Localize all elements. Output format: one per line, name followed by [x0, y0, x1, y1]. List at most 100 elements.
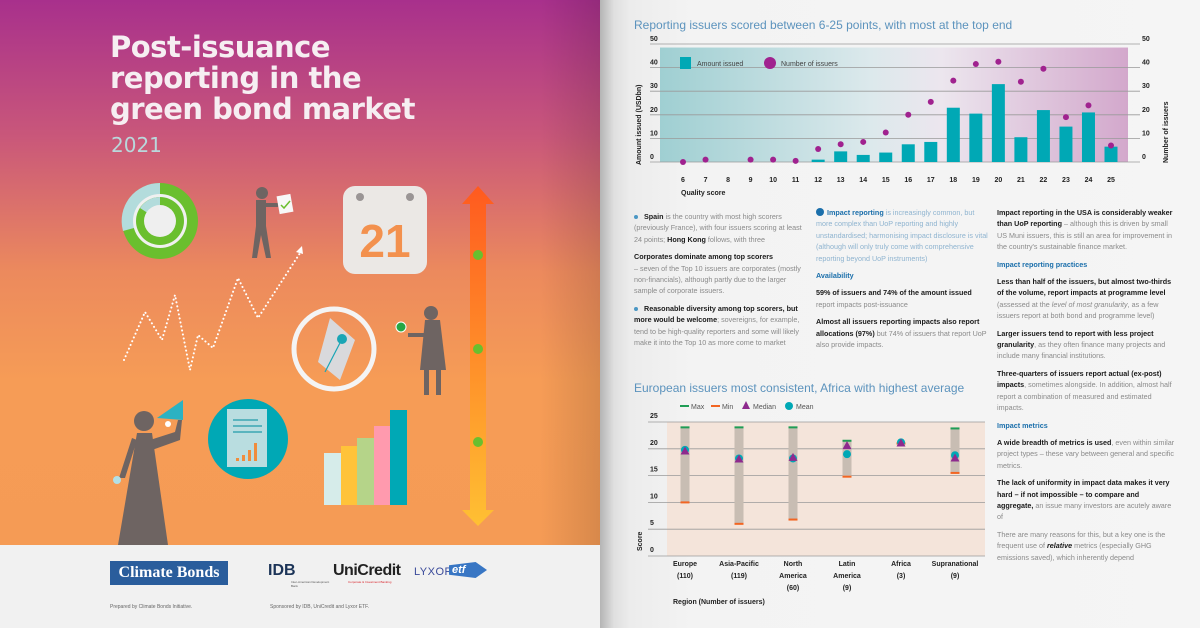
pen-nib-icon — [291, 306, 377, 392]
chart2-y-tick-label: 15 — [650, 467, 658, 474]
chart1-bar-amount-issued — [834, 151, 848, 162]
chart2-median-marker — [842, 441, 852, 450]
donut-chart-icon — [121, 182, 198, 259]
paragraph-diversity: Reasonable diversity among top scorers, … — [634, 303, 806, 349]
chart2-x-tick-label: Asia-Pacific — [719, 561, 759, 568]
chart2-range-bar — [842, 440, 852, 477]
chart1-dot-number-of-issuers — [927, 98, 934, 105]
text-column-3: Impact reporting in the USA is considera… — [997, 207, 1175, 569]
chart1-x-tick-label: 8 — [726, 177, 730, 184]
chart1-x-axis-label: Quality score — [681, 190, 725, 197]
prepared-by-note: Prepared by Climate Bonds Initiative. — [110, 604, 193, 610]
chart2-range-bar — [734, 427, 744, 524]
chart2-mean-marker — [843, 450, 851, 459]
chart1-x-tick-label: 15 — [882, 177, 890, 184]
chart2-x-tick-label: (110) — [677, 573, 693, 580]
chart1-x-tick-label: 17 — [927, 177, 935, 184]
chart1-dot-number-of-issuers — [1017, 78, 1024, 85]
legend-swatch-min — [711, 405, 720, 407]
legend-swatch-mean — [785, 402, 793, 410]
chart2-max-marker — [950, 427, 960, 430]
chart1-dot-number-of-issuers — [995, 58, 1002, 65]
paragraph-usa: Impact reporting in the USA is considera… — [997, 207, 1175, 253]
chart2-x-tick-label: (9) — [843, 585, 852, 592]
chart2-x-tick-label: (9) — [951, 573, 960, 580]
paragraph-corporates: Corporates dominate among top scorers – s… — [634, 251, 806, 297]
person-with-megaphone-icon — [113, 400, 183, 545]
legend-label-amount-issued: Amount issued — [697, 61, 743, 68]
bold-text: A wide breadth of metrics is used — [997, 437, 1112, 447]
chart1-y-tick-label: 40 — [650, 60, 658, 67]
body-text: is increasingly common, but more complex… — [816, 208, 988, 263]
chart1-bar-amount-issued — [969, 113, 983, 162]
chart1-bar-amount-issued — [1059, 126, 1073, 162]
chart2-x-tick-label: (60) — [787, 585, 799, 592]
chart2-max-marker — [680, 426, 690, 429]
chart1-y2-tick-label: 10 — [1142, 130, 1150, 137]
chart2-min-marker — [950, 471, 960, 474]
chart1-x-tick-label: 20 — [994, 177, 1002, 184]
chart1-bar-amount-issued — [856, 154, 870, 162]
chart1-y-tick-label: 30 — [650, 83, 658, 90]
chart1-dot-number-of-issuers — [1062, 114, 1069, 121]
chart1-dot-number-of-issuers — [1108, 142, 1114, 149]
chart1-x-tick-label: 18 — [949, 177, 957, 184]
cover-title-line: reporting in the — [110, 61, 362, 95]
chart1-x-tick-label: 25 — [1107, 177, 1115, 184]
idb-logo-subtitle: Inter-American Development Bank — [291, 580, 330, 588]
chart1-x-tick-label: 21 — [1017, 177, 1025, 184]
chart2-y-tick-label: 10 — [650, 493, 658, 500]
chart1-x-tick-label: 24 — [1085, 177, 1093, 184]
chart1-dot-number-of-issuers — [702, 156, 709, 163]
bullet-icon — [634, 215, 638, 220]
chart1-bar-amount-issued — [946, 107, 960, 162]
person-with-checklist-icon — [252, 187, 294, 258]
chart1-x-tick-label: 6 — [681, 177, 685, 184]
chart1-dot-number-of-issuers — [792, 157, 799, 164]
bold-text: Impact reporting — [827, 208, 884, 217]
chart1-bar-amount-issued — [879, 152, 893, 162]
chart1-y2-tick-label: 20 — [1142, 107, 1150, 114]
chart2-median-marker — [950, 453, 960, 462]
chart1-dot-number-of-issuers — [905, 111, 912, 118]
chart1-y2-tick-label: 0 — [1142, 154, 1146, 161]
chart2-x-tick-label: America — [833, 573, 861, 580]
chart1-title: Reporting issuers scored between 6-25 po… — [634, 18, 1013, 32]
chart2-min-marker — [842, 475, 852, 478]
chart2-median-marker — [788, 452, 798, 461]
chart1-bar-amount-issued — [901, 144, 915, 162]
bold-text: The lack of uniformity in impact data ma… — [997, 478, 1170, 510]
chart2-x-tick-label: (3) — [897, 573, 906, 580]
chart2-max-marker — [842, 439, 852, 442]
chart1-y2-tick-label: 30 — [1142, 83, 1150, 90]
chart1-x-tick-label: 13 — [837, 177, 845, 184]
paragraph-breadth: A wide breadth of metrics is used, even … — [997, 437, 1175, 471]
chart1-y-tick-label: 10 — [650, 130, 658, 137]
chart1-y2-axis-label: Number of issuers — [1163, 101, 1170, 163]
chart1-x-tick-label: 10 — [769, 177, 777, 184]
chart2-max-marker — [734, 426, 744, 429]
legend-label-median: Median — [753, 404, 776, 411]
chart1-dot-number-of-issuers — [1085, 102, 1092, 109]
chart1-y2-tick-label: 40 — [1142, 60, 1150, 67]
unicredit-logo-subtitle: Corporate & Investment Banking — [348, 580, 392, 584]
person-with-magnifier-icon — [395, 306, 446, 395]
chart2-x-tick-label: North — [784, 561, 803, 568]
body-text: , as they often finance many projects an… — [997, 340, 1166, 361]
chart1-x-tick-label: 11 — [792, 177, 800, 184]
body-text: There are many reasons for this, but a k… — [997, 529, 1166, 551]
cover-artwork — [0, 0, 600, 545]
bold-text: Hong Kong — [667, 234, 706, 244]
chart1-dot-number-of-issuers — [747, 156, 754, 163]
chart1-dot-number-of-issuers — [950, 77, 957, 84]
chart1-dot-number-of-issuers — [882, 129, 889, 136]
body-text: , as a few issuers report at both bond a… — [997, 299, 1159, 321]
chart1-x-tick-label: 23 — [1062, 177, 1070, 184]
chart1-x-tick-label: 12 — [814, 177, 822, 184]
legend-label-min: Min — [722, 404, 733, 411]
arrow-head-icon — [296, 246, 303, 254]
chart2-min-marker — [680, 501, 690, 504]
cover-footer — [0, 545, 600, 628]
bold-text: Corporates dominate among top scorers — [634, 252, 773, 262]
chart1-x-tick-label: 16 — [904, 177, 912, 184]
